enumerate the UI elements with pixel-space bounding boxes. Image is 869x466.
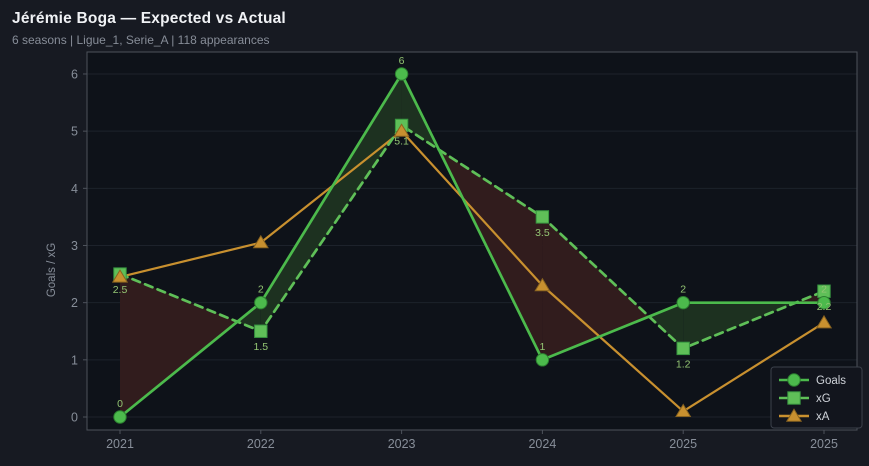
x-tick-label: 2025 <box>810 437 838 451</box>
legend-label: xG <box>816 393 831 405</box>
xg-point-label: 1.2 <box>676 358 691 370</box>
x-axis: 2021 2022 2023 2024 2025 2025 <box>106 430 838 451</box>
y-tick-label: 1 <box>71 353 78 367</box>
axes-box <box>86 51 858 431</box>
goals-point-label: 1 <box>539 341 545 353</box>
xg-marker <box>787 391 801 405</box>
chart-header: Jérémie Boga — Expected vs Actual 6 seas… <box>0 0 869 50</box>
y-tick-label: 0 <box>71 411 78 425</box>
y-tick-label: 2 <box>71 296 78 310</box>
x-tick-label: 2023 <box>388 437 416 451</box>
xa-marker <box>393 123 410 137</box>
legend: Goals xG xA <box>770 366 863 429</box>
goals-marker <box>676 295 690 310</box>
line-chart: 0 2 6 1 2 2 2.5 1.5 5.1 3.5 1.2 2.2 2021 2022 2023 2024… <box>46 51 863 451</box>
goals-point-label: 0 <box>117 398 123 410</box>
xg-marker <box>676 341 690 356</box>
goals-marker <box>817 295 831 310</box>
xa-marker <box>815 314 833 329</box>
goals-point-label: 6 <box>399 55 405 67</box>
goals-line <box>118 72 826 419</box>
y-tick-label: 6 <box>71 67 78 81</box>
xa-line <box>118 129 826 413</box>
goals-marker <box>787 373 801 387</box>
goals-point-label: 2 <box>258 284 264 296</box>
xg-marker <box>535 210 550 224</box>
legend-item-xg: xG <box>779 391 831 405</box>
goals-marker <box>254 295 268 310</box>
xg-point-label: 5.1 <box>394 135 409 147</box>
legend-item-xa: xA <box>779 408 830 423</box>
goals-marker <box>113 410 127 424</box>
point-labels: 0 2 6 1 2 2 2.5 1.5 5.1 3.5 1.2 2.2 <box>113 55 832 410</box>
x-tick-label: 2024 <box>528 437 556 451</box>
goals-point-label: 2 <box>821 284 827 296</box>
xg-point-label: 1.5 <box>253 341 268 353</box>
goals-markers <box>113 67 831 424</box>
xg-point-label: 2.5 <box>113 284 128 296</box>
y-tick-label: 4 <box>71 182 78 196</box>
plot-area <box>87 52 857 430</box>
xg-point-label: 2.2 <box>817 301 832 313</box>
xg-point-label: 3.5 <box>535 227 550 239</box>
y-axis: 0 1 2 3 4 5 6 <box>71 67 87 425</box>
fill-goals-above <box>260 74 402 332</box>
xg-marker <box>254 324 268 338</box>
x-tick-label: 2022 <box>247 437 275 451</box>
xa-markers <box>111 123 833 417</box>
xa-marker <box>675 403 692 417</box>
legend-item-goals: Goals <box>779 373 846 387</box>
y-tick-label: 5 <box>71 125 78 139</box>
fill-goals-below <box>542 216 650 360</box>
x-tick-label: 2021 <box>106 437 134 451</box>
goals-marker <box>535 353 550 367</box>
y-tick-label: 3 <box>71 239 78 253</box>
legend-label: Goals <box>816 375 846 387</box>
chart-title: Jérémie Boga — Expected vs Actual <box>12 10 286 27</box>
x-tick-label: 2025 <box>669 437 697 451</box>
xa-marker <box>534 277 551 292</box>
fill-goals-above <box>237 302 261 332</box>
legend-label: xA <box>816 411 830 423</box>
xa-marker <box>785 408 803 422</box>
y-axis-title: Goals / xG <box>46 243 58 297</box>
xa-marker <box>252 234 269 249</box>
goals-point-label: 2 <box>680 284 686 296</box>
xa-marker <box>111 269 129 283</box>
chart-subtitle: 6 seasons | Ligue_1, Serie_A | 118 appea… <box>12 33 270 47</box>
goals-marker <box>394 67 409 81</box>
